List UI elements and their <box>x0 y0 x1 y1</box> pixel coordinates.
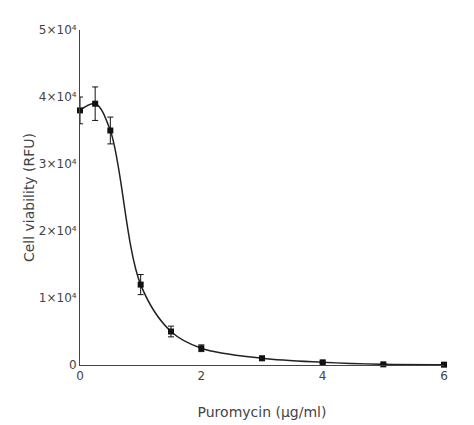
svg-text:2×10⁴: 2×10⁴ <box>39 224 77 238</box>
svg-text:0: 0 <box>76 369 84 383</box>
svg-text:3×10⁴: 3×10⁴ <box>39 157 77 171</box>
svg-text:0: 0 <box>69 358 77 372</box>
svg-text:4×10⁴: 4×10⁴ <box>39 90 77 104</box>
svg-text:1×10⁴: 1×10⁴ <box>39 291 77 305</box>
svg-text:5×10⁴: 5×10⁴ <box>39 23 77 37</box>
svg-text:6: 6 <box>440 369 448 383</box>
svg-text:Cell viability (RFU): Cell viability (RFU) <box>21 133 37 262</box>
svg-text:2: 2 <box>198 369 206 383</box>
svg-text:Puromycin (μg/ml): Puromycin (μg/ml) <box>198 404 327 420</box>
svg-text:4: 4 <box>319 369 327 383</box>
